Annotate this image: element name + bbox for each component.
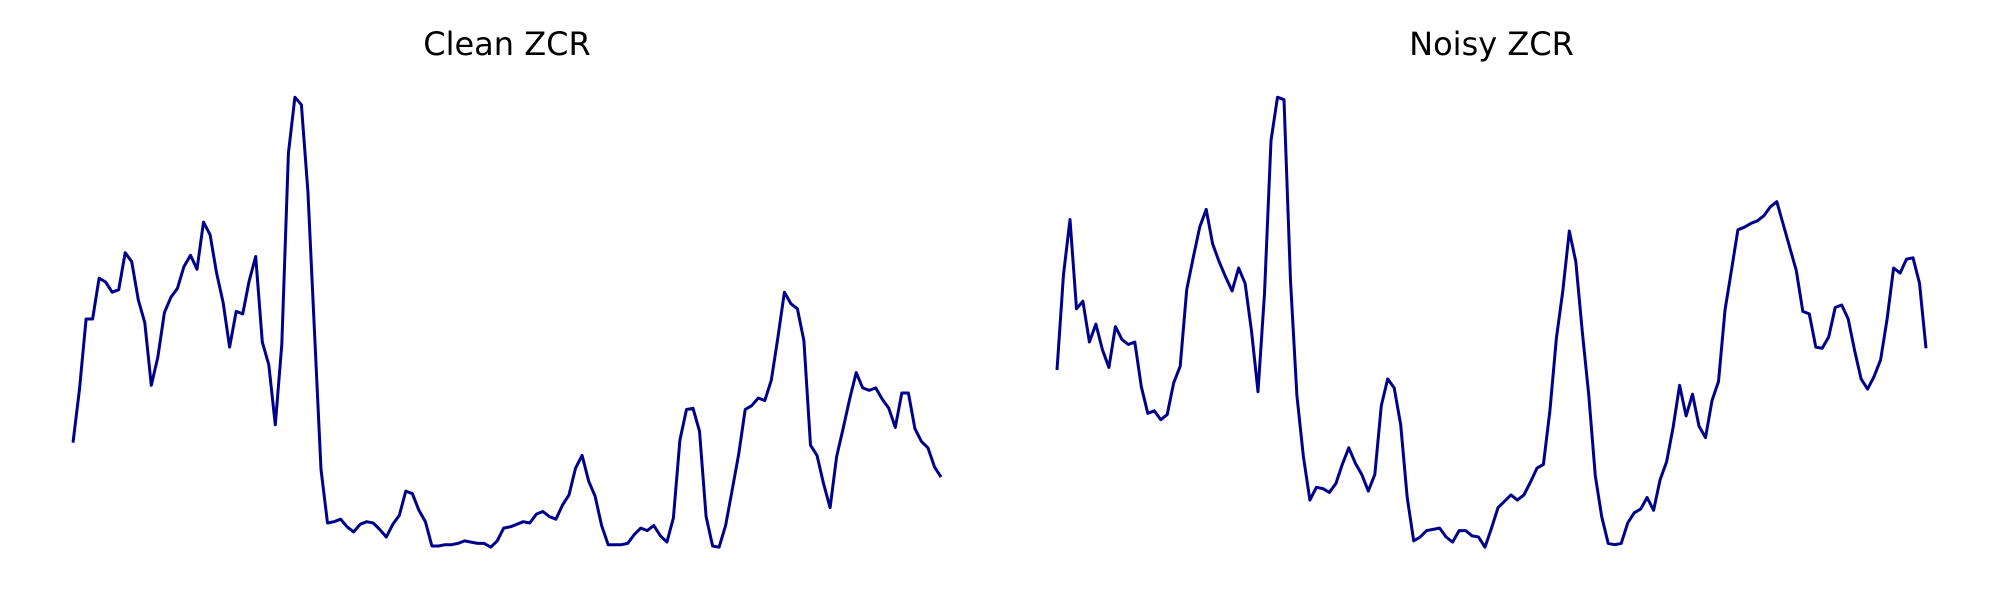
chart-title: Clean ZCR [423, 25, 590, 63]
zcr-line [1055, 95, 1928, 549]
zcr-line [71, 95, 943, 549]
chart-title: Noisy ZCR [1409, 25, 1574, 63]
